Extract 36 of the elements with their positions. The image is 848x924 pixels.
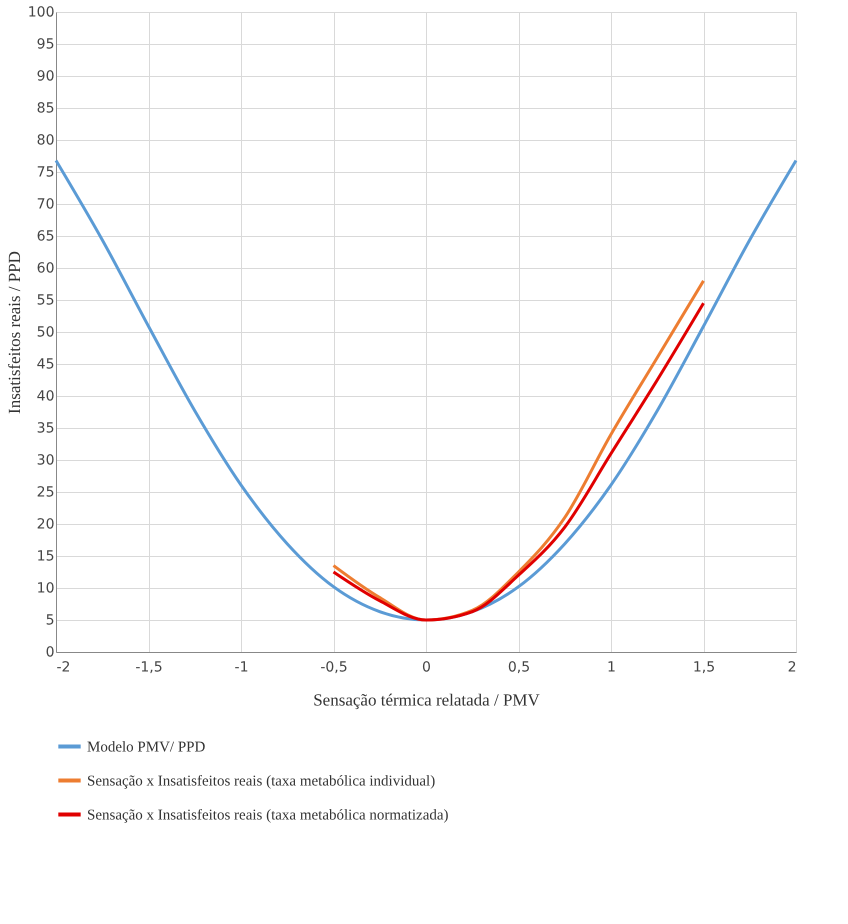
x-tick-label: 0,5 — [508, 660, 530, 676]
y-tick-label: 60 — [36, 260, 54, 276]
y-tick-label: 95 — [36, 36, 54, 52]
y-tick-label: 85 — [36, 100, 54, 116]
y-axis-title: Insatisfeitos reais / PPD — [4, 251, 24, 414]
x-tick-label: -0,5 — [320, 660, 348, 676]
x-tick-label: 2 — [788, 660, 796, 676]
y-tick-label: 45 — [36, 356, 54, 372]
y-tick-label: 25 — [36, 484, 54, 500]
y-tick-label: 40 — [36, 388, 54, 404]
y-tick-label: 10 — [36, 580, 54, 596]
y-tick-label: 15 — [36, 548, 54, 564]
x-axis-title: Sensação térmica relatada / PMV — [313, 690, 541, 710]
y-tick-label: 65 — [36, 228, 54, 244]
y-tick-label: 30 — [36, 452, 54, 468]
y-tick-label: 20 — [36, 516, 54, 532]
legend-label: Sensação x Insatisfeitos reais (taxa metabólica individual) — [87, 774, 436, 790]
y-tick-label: 35 — [36, 420, 54, 436]
x-tick-label: -2 — [56, 660, 70, 676]
x-tick-label: 1,5 — [692, 660, 716, 676]
y-tick-label: 5 — [46, 612, 54, 628]
x-tick-label: 1 — [607, 660, 616, 676]
x-tick-label: 0 — [422, 660, 431, 676]
line-series — [54, 158, 798, 622]
x-tick-label: -1 — [234, 660, 248, 676]
y-tick-label: 50 — [36, 324, 54, 340]
y-tick-label: 100 — [28, 4, 54, 20]
y-tick-label: 55 — [36, 292, 54, 308]
legend-label: Sensação x Insatisfeitos reais (taxa metabólica normatizada) — [87, 808, 449, 824]
y-tick-label: 70 — [36, 196, 54, 212]
legend-label: Modelo PMV/ PPD — [87, 740, 206, 756]
x-tick-label: -1,5 — [135, 660, 163, 676]
y-tick-label: 0 — [46, 644, 54, 660]
y-tick-label: 90 — [36, 68, 54, 84]
y-tick-label: 80 — [36, 132, 54, 148]
y-tick-label: 75 — [36, 164, 54, 180]
